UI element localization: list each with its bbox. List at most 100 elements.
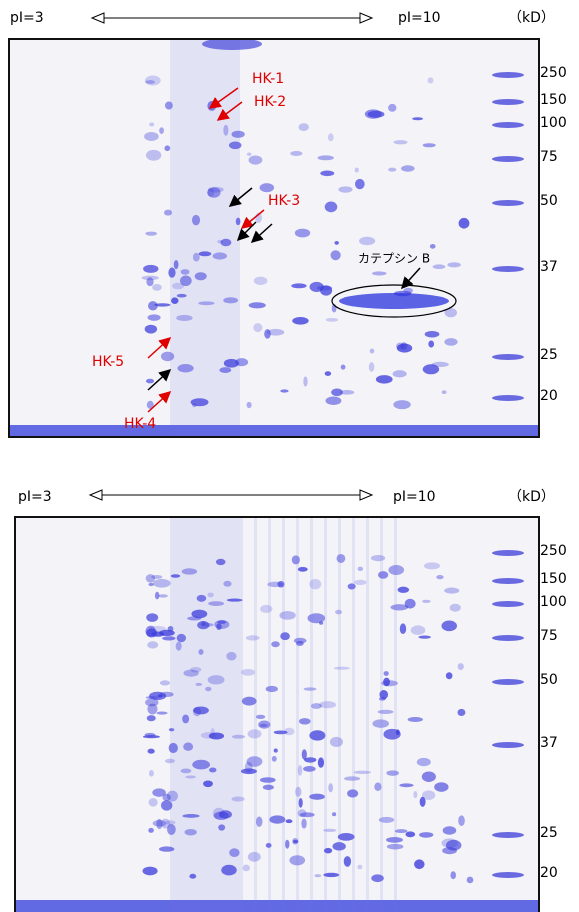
spot	[193, 706, 209, 715]
spot	[388, 565, 405, 575]
spot	[148, 582, 154, 587]
spot	[424, 330, 440, 338]
spot	[148, 798, 158, 807]
mw-label: 25	[540, 825, 558, 841]
spot	[152, 578, 171, 588]
spot	[144, 324, 158, 334]
spot	[185, 775, 196, 779]
mw-label: 50	[540, 672, 558, 688]
streak	[268, 518, 271, 912]
spot	[164, 209, 172, 216]
spot	[144, 131, 159, 141]
spot	[259, 183, 275, 193]
spot	[399, 783, 414, 788]
spot	[390, 604, 409, 611]
spot	[264, 329, 271, 339]
spot	[334, 240, 339, 245]
spot	[240, 668, 256, 676]
spot	[314, 874, 322, 878]
spot	[383, 671, 389, 676]
ladder-band	[492, 578, 524, 584]
mw-label: 75	[540, 628, 558, 644]
spot	[273, 748, 278, 753]
gel-spots	[10, 40, 538, 436]
spot	[301, 749, 307, 760]
streak	[352, 518, 355, 912]
spot	[160, 351, 175, 362]
spot	[271, 755, 277, 762]
spot	[144, 75, 161, 86]
mw-label: 100	[540, 115, 567, 131]
spot	[246, 152, 252, 156]
spot	[421, 771, 436, 782]
spot	[145, 80, 155, 84]
ladder-band	[492, 266, 524, 272]
spot	[176, 314, 193, 322]
spot	[167, 625, 174, 632]
spot	[149, 691, 167, 701]
spot	[253, 323, 263, 333]
spot	[180, 768, 192, 774]
spot	[377, 709, 394, 714]
spot	[148, 301, 158, 311]
spot	[189, 873, 197, 879]
spot	[399, 623, 407, 635]
spot	[209, 767, 217, 773]
spot	[246, 401, 252, 409]
spot	[385, 837, 403, 843]
spot	[299, 812, 315, 818]
mw-label: 25	[540, 347, 558, 363]
spot	[383, 728, 401, 740]
spot	[280, 632, 290, 641]
spot	[229, 848, 240, 858]
spot	[226, 598, 243, 602]
spot	[285, 839, 290, 849]
spot	[200, 732, 217, 739]
streak	[282, 518, 285, 912]
spot	[208, 601, 225, 606]
spot	[283, 727, 295, 736]
streak	[254, 518, 257, 912]
spot	[400, 342, 408, 350]
mw-label: 250	[540, 543, 567, 559]
spot	[413, 790, 418, 799]
spot	[259, 723, 268, 728]
spot	[158, 594, 168, 598]
pi-high: pI=10	[393, 489, 436, 505]
spot	[450, 871, 457, 880]
pi-high: pI=10	[398, 10, 441, 26]
spot	[414, 859, 425, 870]
spot	[280, 389, 289, 393]
spot	[161, 818, 171, 829]
spot	[205, 686, 212, 692]
mw-label: 37	[540, 259, 558, 275]
ladder-band	[492, 832, 524, 838]
spot	[332, 842, 346, 851]
spot	[218, 824, 226, 831]
spot	[176, 633, 187, 643]
spot	[231, 130, 245, 138]
spot	[198, 301, 215, 306]
spot	[392, 370, 407, 378]
ladder-band	[492, 635, 524, 641]
spot	[255, 714, 266, 720]
dye-front	[16, 900, 538, 912]
streak	[310, 518, 313, 912]
spot	[144, 732, 156, 737]
spot	[401, 165, 415, 172]
spot	[295, 640, 304, 646]
spot	[388, 103, 397, 112]
spot	[325, 396, 342, 405]
ladder-band	[492, 156, 524, 162]
spot	[372, 719, 389, 728]
spot	[207, 187, 221, 198]
spot	[374, 782, 382, 792]
spot	[304, 757, 317, 763]
spot	[383, 677, 390, 687]
spot	[371, 874, 384, 883]
spot	[146, 277, 154, 287]
spot	[159, 680, 171, 686]
spot	[422, 599, 431, 603]
spot	[328, 783, 334, 793]
spot	[219, 367, 232, 373]
